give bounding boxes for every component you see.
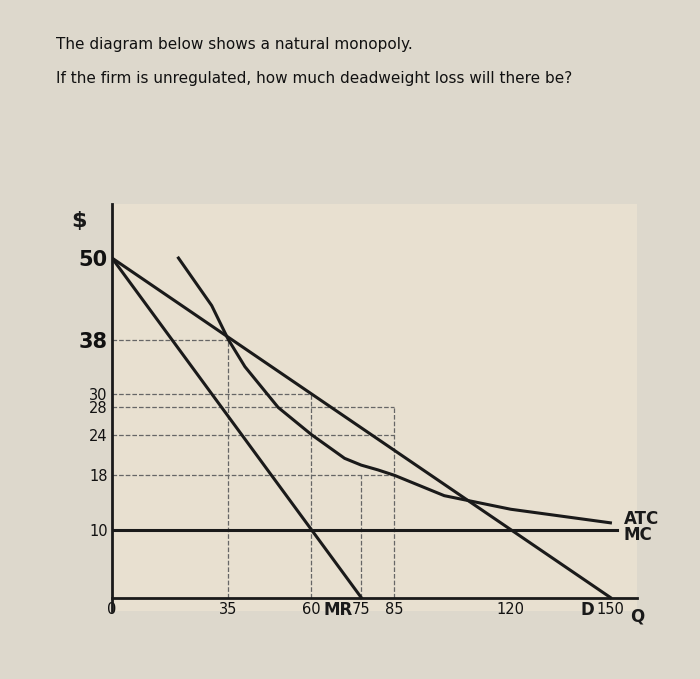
Text: If the firm is unregulated, how much deadweight loss will there be?: If the firm is unregulated, how much dea… — [56, 71, 573, 86]
Text: MR: MR — [323, 601, 353, 619]
Text: $: $ — [71, 211, 87, 231]
Text: The diagram below shows a natural monopoly.: The diagram below shows a natural monopo… — [56, 37, 413, 52]
Text: ATC: ATC — [624, 511, 659, 528]
Text: MC: MC — [624, 526, 652, 544]
Text: Q: Q — [631, 608, 645, 626]
Text: D: D — [580, 601, 594, 619]
